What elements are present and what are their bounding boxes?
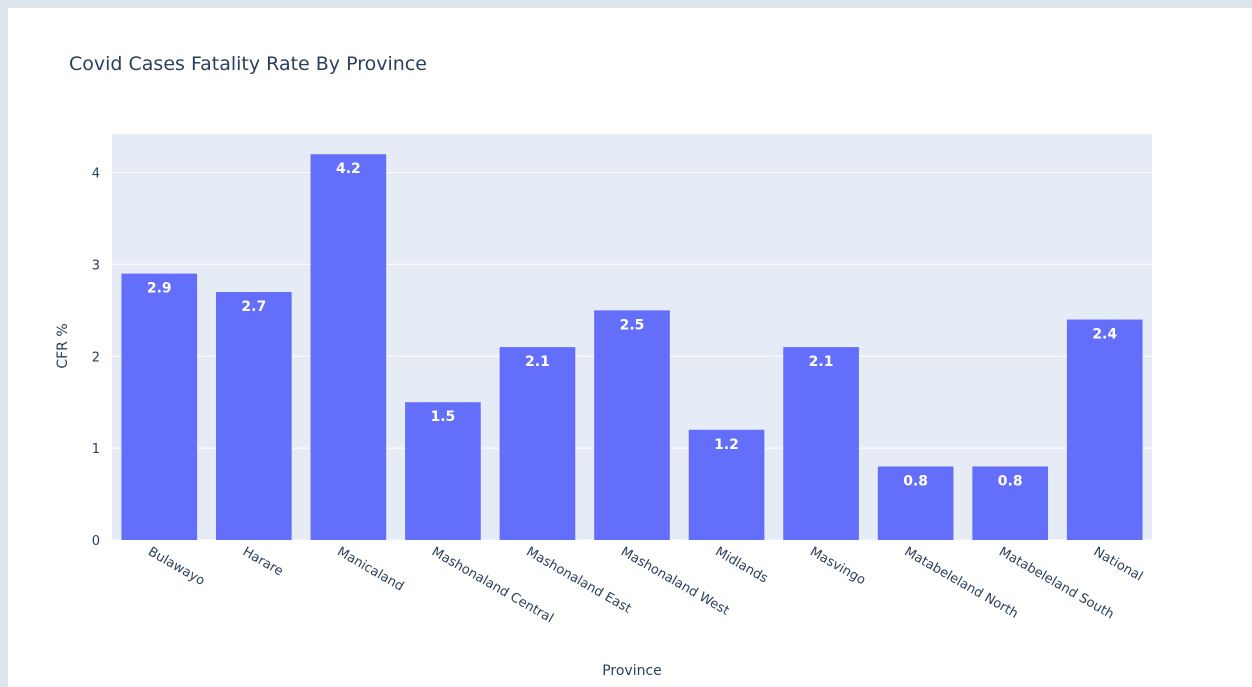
bar [783,347,859,540]
chart-title: Covid Cases Fatality Rate By Province [69,53,427,75]
bar [972,466,1048,540]
bar-chart: Covid Cases Fatality Rate By Province 2.… [55,53,1152,679]
x-axis-title: Province [602,663,662,679]
bar-value-label: 2.9 [147,281,172,297]
bar [499,347,576,540]
bar-value-label: 2.4 [1092,327,1117,343]
x-tick-label: Midlands [713,544,771,586]
y-axis-ticks: 0 1 2 3 4 [92,167,100,549]
x-tick-label: Masvingo [807,544,868,588]
bar-value-label: 2.7 [241,299,266,315]
bar [688,429,765,540]
x-tick-label: Bulawayo [145,544,207,589]
bar [310,154,387,541]
y-tick-label: 0 [92,534,100,549]
x-axis-ticks: Bulawayo Harare Manicaland Mashonaland Cent… [145,544,1145,626]
bar [405,402,481,540]
y-axis-title: CFR % [55,323,71,368]
x-tick-label: Harare [240,544,286,579]
y-tick-label: 1 [92,442,100,457]
x-tick-label: National [1091,544,1145,584]
bars [121,154,1143,541]
bar-value-label: 2.5 [620,317,645,333]
bar-value-label: 4.2 [336,161,361,177]
y-tick-label: 2 [92,350,100,365]
bar [1066,319,1143,540]
bar [594,310,670,540]
bar-value-label: 2.1 [525,354,550,370]
bar [121,273,198,540]
bar [877,466,954,540]
bar [216,291,292,540]
y-tick-label: 4 [92,167,100,182]
bar-value-label: 0.8 [903,474,928,490]
bar-value-label: 1.2 [714,437,739,453]
bar-value-label: 0.8 [998,474,1023,490]
y-tick-label: 3 [92,258,100,273]
bar-value-label: 1.5 [431,409,456,425]
chart-card: Covid Cases Fatality Rate By Province 2.… [8,8,1252,687]
bar-value-label: 2.1 [809,354,834,370]
bar-labels: 2.9 2.7 4.2 1.5 2.1 2.5 1.2 2.1 0.8 0.8 2.4 [147,161,1118,489]
x-tick-label: Manicaland [334,544,406,594]
